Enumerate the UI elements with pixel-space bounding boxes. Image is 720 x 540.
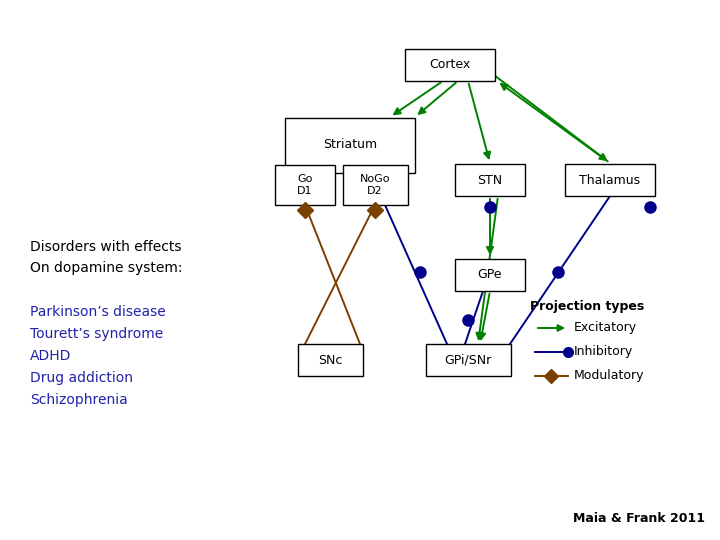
Bar — [285, 118, 415, 172]
Bar — [426, 344, 510, 376]
Text: Tourett’s syndrome: Tourett’s syndrome — [30, 327, 163, 341]
Text: Maia & Frank 2011: Maia & Frank 2011 — [573, 512, 705, 525]
Bar — [343, 165, 408, 205]
Text: ADHD: ADHD — [30, 349, 71, 363]
Text: Cortex: Cortex — [429, 58, 471, 71]
Text: Inhibitory: Inhibitory — [574, 346, 634, 359]
Text: Disorders with effects
On dopamine system:: Disorders with effects On dopamine syste… — [30, 240, 182, 275]
Text: NoGo
D2: NoGo D2 — [360, 174, 390, 196]
Text: Go
D1: Go D1 — [297, 174, 312, 196]
Bar — [455, 259, 525, 291]
Text: Schizophrenia: Schizophrenia — [30, 393, 127, 407]
Text: GPi/SNr: GPi/SNr — [444, 354, 492, 367]
Text: Striatum: Striatum — [323, 138, 377, 152]
Bar — [275, 165, 335, 205]
Text: Excitatory: Excitatory — [574, 321, 637, 334]
Text: Drug addiction: Drug addiction — [30, 371, 133, 385]
Text: STN: STN — [477, 173, 503, 186]
Text: Thalamus: Thalamus — [580, 173, 641, 186]
Text: GPe: GPe — [478, 268, 503, 281]
Text: Projection types: Projection types — [530, 300, 644, 313]
Bar — [297, 344, 362, 376]
Text: SNc: SNc — [318, 354, 342, 367]
Text: Parkinson’s disease: Parkinson’s disease — [30, 305, 166, 319]
Text: Modulatory: Modulatory — [574, 369, 644, 382]
Bar — [565, 164, 655, 196]
Bar — [455, 164, 525, 196]
Bar — [405, 49, 495, 81]
